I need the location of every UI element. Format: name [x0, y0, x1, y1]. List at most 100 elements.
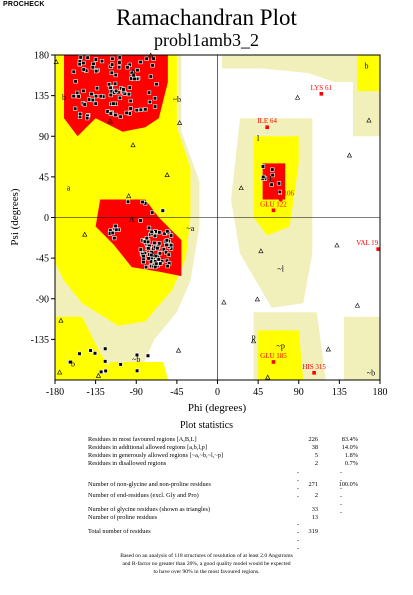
residue-point	[118, 362, 123, 367]
labelled-residue-name: GLU 185	[260, 352, 287, 360]
residue-point	[276, 181, 282, 186]
region-label: ~b	[367, 368, 375, 377]
residue-point	[92, 351, 98, 356]
residue-point	[93, 57, 99, 62]
axis-ticks: -180 -135 -90 -45 0 45 90 135 180 180 135 90 45 0 -45 -…	[31, 51, 388, 399]
glycine-point	[238, 185, 244, 191]
glycine-point	[95, 372, 102, 378]
residue-point	[117, 65, 122, 70]
residue-point	[169, 233, 174, 238]
most-favoured-region	[95, 199, 182, 277]
residue-point	[88, 348, 93, 353]
residue-point	[144, 236, 149, 241]
residue-point	[99, 58, 105, 64]
glycine-point	[294, 94, 301, 100]
residue-point	[93, 94, 99, 99]
residue-point	[124, 110, 129, 115]
residue-point	[109, 70, 114, 75]
residue-point	[152, 233, 158, 239]
glycine-point	[150, 251, 156, 257]
y-tick-label: 90	[39, 132, 49, 143]
stats-count: 5	[314, 452, 318, 459]
residue-point	[127, 85, 132, 90]
region-label: b	[62, 93, 66, 102]
stats-label: Number of proline residues	[88, 514, 158, 521]
labelled-residue-point	[312, 370, 316, 375]
region-label: ~b	[173, 95, 181, 104]
residue-point	[146, 246, 151, 251]
generously-allowed-region	[343, 316, 380, 380]
y-tick-label: -135	[31, 335, 49, 346]
residue-point	[110, 230, 115, 236]
residue-point	[138, 247, 143, 252]
glycine-point	[221, 299, 227, 305]
residue-point	[270, 172, 275, 178]
residue-point	[99, 369, 104, 374]
residue-point	[113, 72, 118, 78]
residue-point	[108, 85, 113, 90]
stats-percent: 100.0%	[338, 481, 358, 488]
region-label: ~l	[277, 265, 284, 274]
footnote-line: Based on an analysis of 118 structures o…	[120, 553, 293, 559]
residue-point	[85, 55, 90, 60]
chart-subtitle: probl1amb3_2	[154, 30, 259, 50]
residue-point	[103, 368, 108, 374]
stats-count: 271	[308, 481, 318, 488]
glycine-point	[334, 242, 340, 248]
x-tick-label: -180	[46, 387, 64, 398]
stats-label: Residues in additional allowed regions […	[88, 444, 207, 451]
stats-count: 2	[314, 460, 318, 467]
residue-point	[138, 107, 143, 112]
labelled-residue-point	[271, 360, 276, 364]
stats-separator: ----	[297, 470, 299, 500]
stats-percent: 0.7%	[344, 460, 358, 467]
stats-count: 2	[314, 492, 318, 499]
glycine-point	[250, 338, 257, 344]
residue-point	[71, 69, 76, 74]
residue-point	[152, 104, 158, 109]
residue-point	[81, 60, 86, 66]
residue-point	[81, 67, 86, 72]
residue-point	[141, 259, 146, 265]
labelled-residue-point	[278, 197, 283, 202]
residue-point	[149, 229, 154, 234]
residue-point	[111, 101, 116, 106]
residue-labels: LYS 61 ILE 64 GLU 106 GLU 122 VAL 19 GLU 185 H…	[257, 84, 380, 375]
labelled-residue-name: HIS 315	[302, 363, 326, 371]
region-label: L	[269, 174, 274, 183]
x-tick-label: 135	[332, 387, 347, 398]
residue-point	[145, 353, 151, 358]
residue-point	[73, 79, 78, 84]
residue-point	[165, 264, 170, 269]
residue-point	[134, 352, 140, 358]
labelled-residue-point	[319, 92, 324, 96]
residue-point	[126, 92, 132, 97]
additional-allowed-region	[357, 55, 380, 92]
residue-point	[81, 88, 86, 94]
region-label: p	[252, 332, 256, 341]
glycine-point	[164, 172, 170, 178]
residue-point	[110, 62, 115, 67]
residue-point	[117, 60, 122, 65]
glycine-point	[346, 152, 353, 158]
region-label: b	[71, 359, 75, 368]
residue-point	[155, 246, 160, 251]
ramachandran-plot: b b ~b ~b a A ~a Ll ~l p ~p b ~b LYS 61 ILE 64 GLU 106…	[9, 51, 388, 415]
x-tick-label: -90	[130, 387, 143, 398]
labelled-residue-name: VAL 19	[356, 239, 378, 247]
y-tick-label: 0	[44, 213, 49, 224]
glycine-point	[325, 346, 331, 352]
residue-point	[127, 62, 132, 67]
residue-point	[113, 112, 118, 118]
residue-point	[90, 65, 95, 70]
residue-point	[269, 182, 274, 187]
stats-percent: 83.4%	[341, 436, 358, 443]
residue-point	[89, 91, 94, 97]
stats-label: Residues in generously allowed regions […	[88, 452, 223, 459]
glycine-point	[366, 117, 372, 123]
residue-point	[277, 189, 283, 195]
residue-point	[154, 82, 159, 87]
stats-label: Total number of residues	[88, 528, 151, 535]
residue-point	[98, 94, 103, 99]
x-tick-label: 0	[215, 387, 220, 398]
